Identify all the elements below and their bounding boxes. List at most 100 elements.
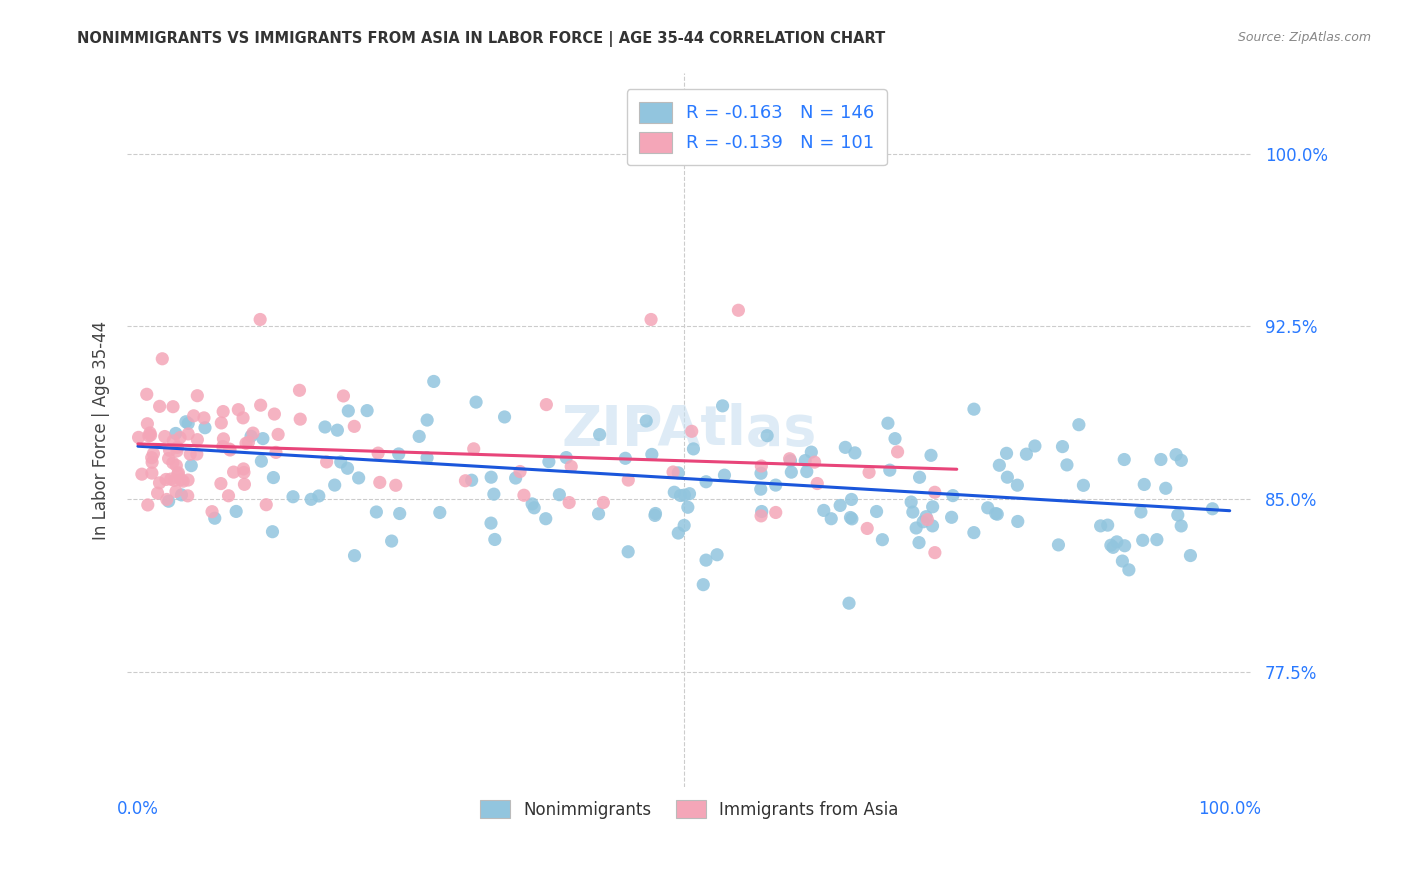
Point xyxy=(666,526,689,541)
Point xyxy=(460,473,482,487)
Point xyxy=(1073,478,1095,492)
Point xyxy=(262,524,284,539)
Point xyxy=(636,414,658,428)
Point xyxy=(156,492,179,507)
Point xyxy=(838,596,860,610)
Point xyxy=(841,512,863,526)
Point xyxy=(614,451,637,466)
Point xyxy=(1102,541,1125,555)
Point xyxy=(299,492,322,507)
Point xyxy=(1164,448,1187,462)
Point xyxy=(706,548,728,562)
Point xyxy=(879,463,901,477)
Point xyxy=(640,312,662,326)
Point xyxy=(858,466,880,480)
Point xyxy=(136,498,159,512)
Point xyxy=(834,441,856,455)
Point xyxy=(225,504,247,518)
Point xyxy=(915,509,938,524)
Point xyxy=(249,398,271,412)
Point xyxy=(1170,453,1192,467)
Point xyxy=(780,465,803,479)
Point xyxy=(1111,554,1133,568)
Point xyxy=(222,465,245,479)
Point xyxy=(163,474,186,488)
Point xyxy=(254,498,277,512)
Point xyxy=(523,500,546,515)
Point xyxy=(509,465,531,479)
Point xyxy=(494,409,516,424)
Point xyxy=(673,518,696,533)
Point xyxy=(177,473,200,487)
Point xyxy=(162,456,184,470)
Point xyxy=(323,478,346,492)
Point xyxy=(169,431,191,445)
Point xyxy=(429,506,451,520)
Point xyxy=(166,444,188,458)
Point xyxy=(908,470,931,484)
Point xyxy=(548,488,571,502)
Point xyxy=(267,427,290,442)
Point xyxy=(240,429,263,443)
Point xyxy=(588,507,610,521)
Point xyxy=(872,533,894,547)
Point xyxy=(1056,458,1078,472)
Point xyxy=(166,441,188,455)
Point xyxy=(209,476,232,491)
Point xyxy=(238,435,260,450)
Point xyxy=(180,458,202,473)
Point xyxy=(177,427,200,442)
Point xyxy=(884,432,907,446)
Point xyxy=(228,402,250,417)
Point xyxy=(211,440,233,454)
Point xyxy=(381,534,404,549)
Point xyxy=(1015,447,1038,461)
Point xyxy=(678,486,700,500)
Point xyxy=(366,505,388,519)
Point xyxy=(165,484,187,499)
Point xyxy=(367,446,389,460)
Text: ZIPAtlas: ZIPAtlas xyxy=(561,403,817,457)
Point xyxy=(232,410,254,425)
Point xyxy=(921,500,943,514)
Point xyxy=(813,503,835,517)
Point xyxy=(315,455,337,469)
Point xyxy=(536,398,558,412)
Point xyxy=(592,495,614,509)
Point xyxy=(905,521,928,535)
Point xyxy=(749,482,772,496)
Point xyxy=(1105,534,1128,549)
Point xyxy=(155,473,177,487)
Point xyxy=(136,417,159,431)
Point xyxy=(924,546,946,560)
Point xyxy=(695,475,717,489)
Point xyxy=(408,429,430,443)
Point xyxy=(800,445,823,459)
Point xyxy=(664,485,686,500)
Point xyxy=(128,430,150,444)
Point xyxy=(681,425,703,439)
Point xyxy=(830,499,852,513)
Point xyxy=(505,471,527,485)
Point xyxy=(142,447,165,461)
Point xyxy=(560,459,582,474)
Point xyxy=(942,489,965,503)
Point xyxy=(167,466,190,480)
Point xyxy=(212,404,235,418)
Point xyxy=(179,447,201,461)
Point xyxy=(165,426,187,441)
Point xyxy=(141,455,163,469)
Point xyxy=(232,462,254,476)
Text: NONIMMIGRANTS VS IMMIGRANTS FROM ASIA IN LABOR FORCE | AGE 35-44 CORRELATION CHA: NONIMMIGRANTS VS IMMIGRANTS FROM ASIA IN… xyxy=(77,31,886,47)
Point xyxy=(479,470,502,484)
Point xyxy=(963,402,986,417)
Point xyxy=(673,488,696,502)
Point xyxy=(388,507,411,521)
Legend: Nonimmigrants, Immigrants from Asia: Nonimmigrants, Immigrants from Asia xyxy=(472,794,905,825)
Point xyxy=(908,535,931,549)
Point xyxy=(641,447,664,461)
Point xyxy=(149,400,172,414)
Point xyxy=(856,521,879,535)
Point xyxy=(165,458,187,473)
Point xyxy=(779,451,801,466)
